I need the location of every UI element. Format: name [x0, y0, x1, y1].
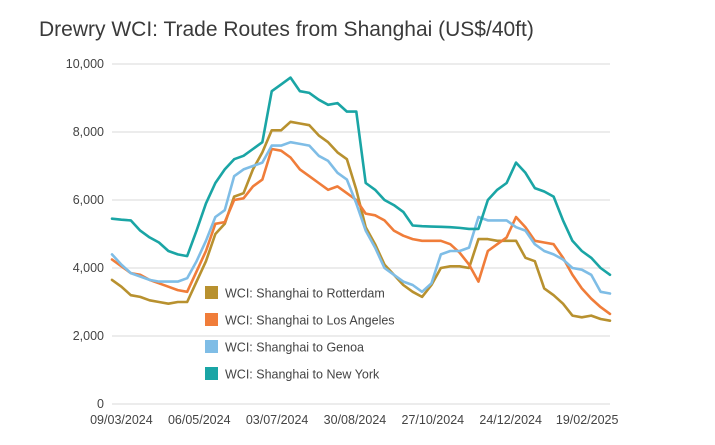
chart-title: Drewry WCI: Trade Routes from Shanghai (… — [39, 18, 534, 41]
legend-swatch — [205, 313, 218, 326]
legend-label: WCI: Shanghai to Rotterdam — [225, 287, 385, 301]
x-tick-label: 06/05/2024 — [168, 413, 231, 427]
legend-swatch — [205, 286, 218, 299]
y-tick-label: 4,000 — [73, 261, 104, 275]
y-tick-label: 2,000 — [73, 329, 104, 343]
y-tick-label: 8,000 — [73, 125, 104, 139]
legend-swatch — [205, 367, 218, 380]
x-tick-label: 30/08/2024 — [324, 413, 387, 427]
series-line — [110, 147, 612, 316]
x-tick-label: 19/02/2025 — [556, 413, 619, 427]
x-tick-label: 09/03/2024 — [90, 413, 153, 427]
legend-label: WCI: Shanghai to Los Angeles — [225, 314, 395, 328]
y-tick-label: 0 — [97, 397, 104, 411]
x-tick-label: 03/07/2024 — [246, 413, 309, 427]
x-tick-label: 27/10/2024 — [402, 413, 465, 427]
series-line — [110, 76, 612, 277]
x-tick-label: 24/12/2024 — [479, 413, 542, 427]
legend-swatch — [205, 340, 218, 353]
legend-label: WCI: Shanghai to New York — [225, 368, 380, 382]
legend-label: WCI: Shanghai to Genoa — [225, 341, 364, 355]
y-tick-label: 10,000 — [66, 57, 104, 71]
y-tick-label: 6,000 — [73, 193, 104, 207]
series-line — [110, 140, 612, 295]
